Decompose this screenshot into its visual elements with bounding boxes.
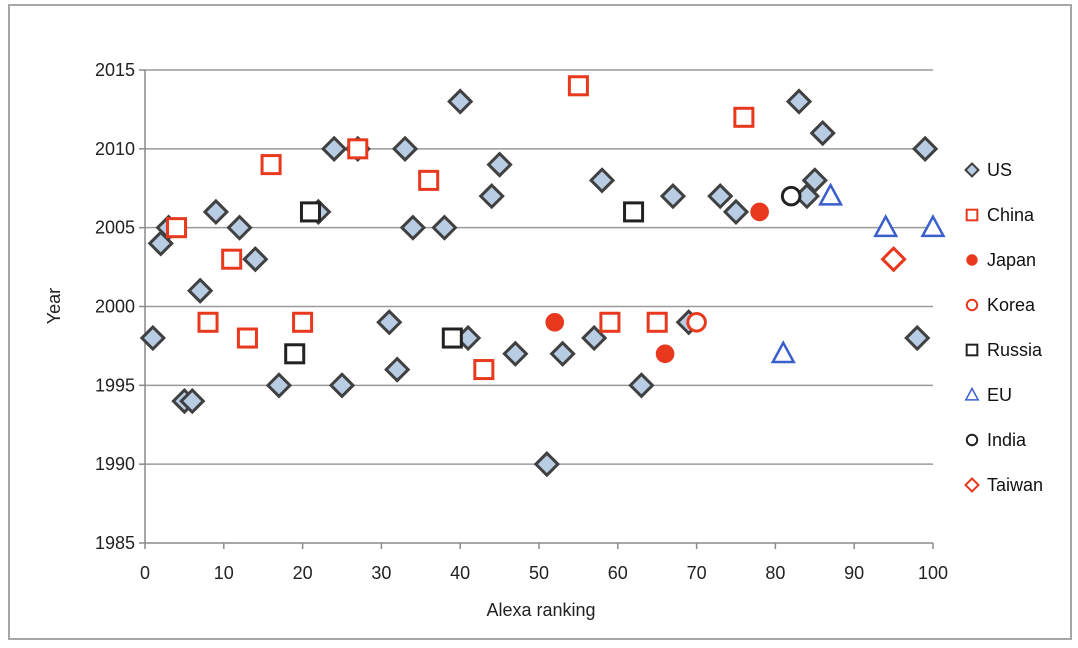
point-us <box>785 88 813 115</box>
point-eu <box>920 214 946 238</box>
point-russia <box>441 327 463 349</box>
y-tick-label: 2015 <box>95 60 135 80</box>
point-india <box>780 185 802 207</box>
point-us <box>226 214 253 241</box>
point-china <box>473 359 495 381</box>
y-tick-label: 1985 <box>95 533 135 553</box>
point-eu <box>818 182 844 206</box>
legend-label-taiwan: Taiwan <box>987 475 1043 495</box>
point-us <box>242 246 269 273</box>
x-tick-label: 20 <box>293 563 313 583</box>
point-china <box>221 248 243 270</box>
point-us <box>904 324 931 352</box>
x-axis-title: Alexa ranking <box>486 600 595 620</box>
point-us <box>265 372 293 399</box>
x-tick-label: 10 <box>214 563 234 583</box>
y-tick-label: 2000 <box>95 297 135 317</box>
point-us <box>384 356 411 383</box>
point-us <box>179 387 206 415</box>
legend-marker-india <box>965 433 979 447</box>
point-china <box>646 311 668 333</box>
point-us <box>431 214 458 241</box>
y-tick-label: 2005 <box>95 218 135 238</box>
y-tick-label: 1990 <box>95 454 135 474</box>
point-russia <box>299 201 321 223</box>
x-tick-label: 30 <box>371 563 391 583</box>
point-us <box>391 135 419 162</box>
legend-label-eu: EU <box>987 385 1012 405</box>
legend: US China Japan Korea Russia EU India Taiwan <box>964 160 1043 495</box>
point-us <box>911 135 939 162</box>
point-us <box>722 198 750 226</box>
legend-marker-japan <box>966 254 978 266</box>
point-china <box>567 75 589 97</box>
x-tick-label: 70 <box>687 563 707 583</box>
point-eu <box>873 214 899 238</box>
legend-marker-korea <box>965 298 979 312</box>
point-china <box>166 217 188 239</box>
chart-frame <box>8 4 1072 640</box>
legend-marker-russia <box>965 343 979 357</box>
point-china <box>733 106 755 128</box>
y-tick-label: 1995 <box>95 375 135 395</box>
point-us <box>801 167 828 194</box>
point-us <box>328 372 356 399</box>
point-china <box>418 169 440 191</box>
point-us <box>502 340 529 367</box>
y-axis-title: Year <box>44 288 64 324</box>
legend-label-china: China <box>987 205 1035 225</box>
point-us <box>202 198 230 226</box>
point-china <box>197 311 219 333</box>
point-us <box>628 372 655 399</box>
point-china <box>347 138 369 160</box>
point-china <box>260 154 282 176</box>
point-us <box>809 119 836 147</box>
legend-label-us: US <box>987 160 1012 180</box>
legend-marker-china <box>965 208 979 222</box>
legend-label-india: India <box>987 430 1027 450</box>
point-us <box>399 214 427 241</box>
x-tick-label: 80 <box>765 563 785 583</box>
point-china <box>599 311 621 333</box>
point-us <box>447 88 474 115</box>
point-us <box>588 167 616 194</box>
point-eu <box>770 340 796 364</box>
legend-marker-taiwan <box>964 477 980 493</box>
legend-marker-eu <box>964 386 980 401</box>
x-tick-label: 100 <box>918 563 948 583</box>
y-tick-label: 2010 <box>95 139 135 159</box>
point-japan <box>545 312 565 332</box>
point-us <box>376 309 403 336</box>
point-us <box>549 340 576 367</box>
point-korea <box>686 311 707 333</box>
legend-marker-us <box>964 162 980 178</box>
point-china <box>236 327 258 349</box>
point-china <box>292 311 314 333</box>
x-tick-label: 50 <box>529 563 549 583</box>
point-us <box>139 324 167 352</box>
x-tick-label: 90 <box>844 563 864 583</box>
data-points <box>139 75 946 478</box>
legend-label-russia: Russia <box>987 340 1043 360</box>
x-tick-label: 40 <box>450 563 470 583</box>
point-japan <box>750 202 769 222</box>
point-russia <box>623 201 645 223</box>
point-us <box>659 183 687 210</box>
point-taiwan <box>880 246 907 273</box>
tick-labels: 1985 1990 1995 2000 2005 2010 2015 0 10 20 30 40 50 6… <box>95 60 948 583</box>
point-russia <box>284 343 306 365</box>
point-us <box>320 135 348 162</box>
legend-label-japan: Japan <box>987 250 1036 270</box>
point-us <box>478 183 505 210</box>
legend-label-korea: Korea <box>987 295 1036 315</box>
point-us <box>486 151 513 178</box>
x-tick-label: 0 <box>140 563 150 583</box>
point-us <box>533 451 561 478</box>
point-us <box>707 183 734 210</box>
point-japan <box>655 344 675 364</box>
x-tick-label: 60 <box>608 563 628 583</box>
axes <box>139 69 934 549</box>
point-us <box>187 277 214 304</box>
